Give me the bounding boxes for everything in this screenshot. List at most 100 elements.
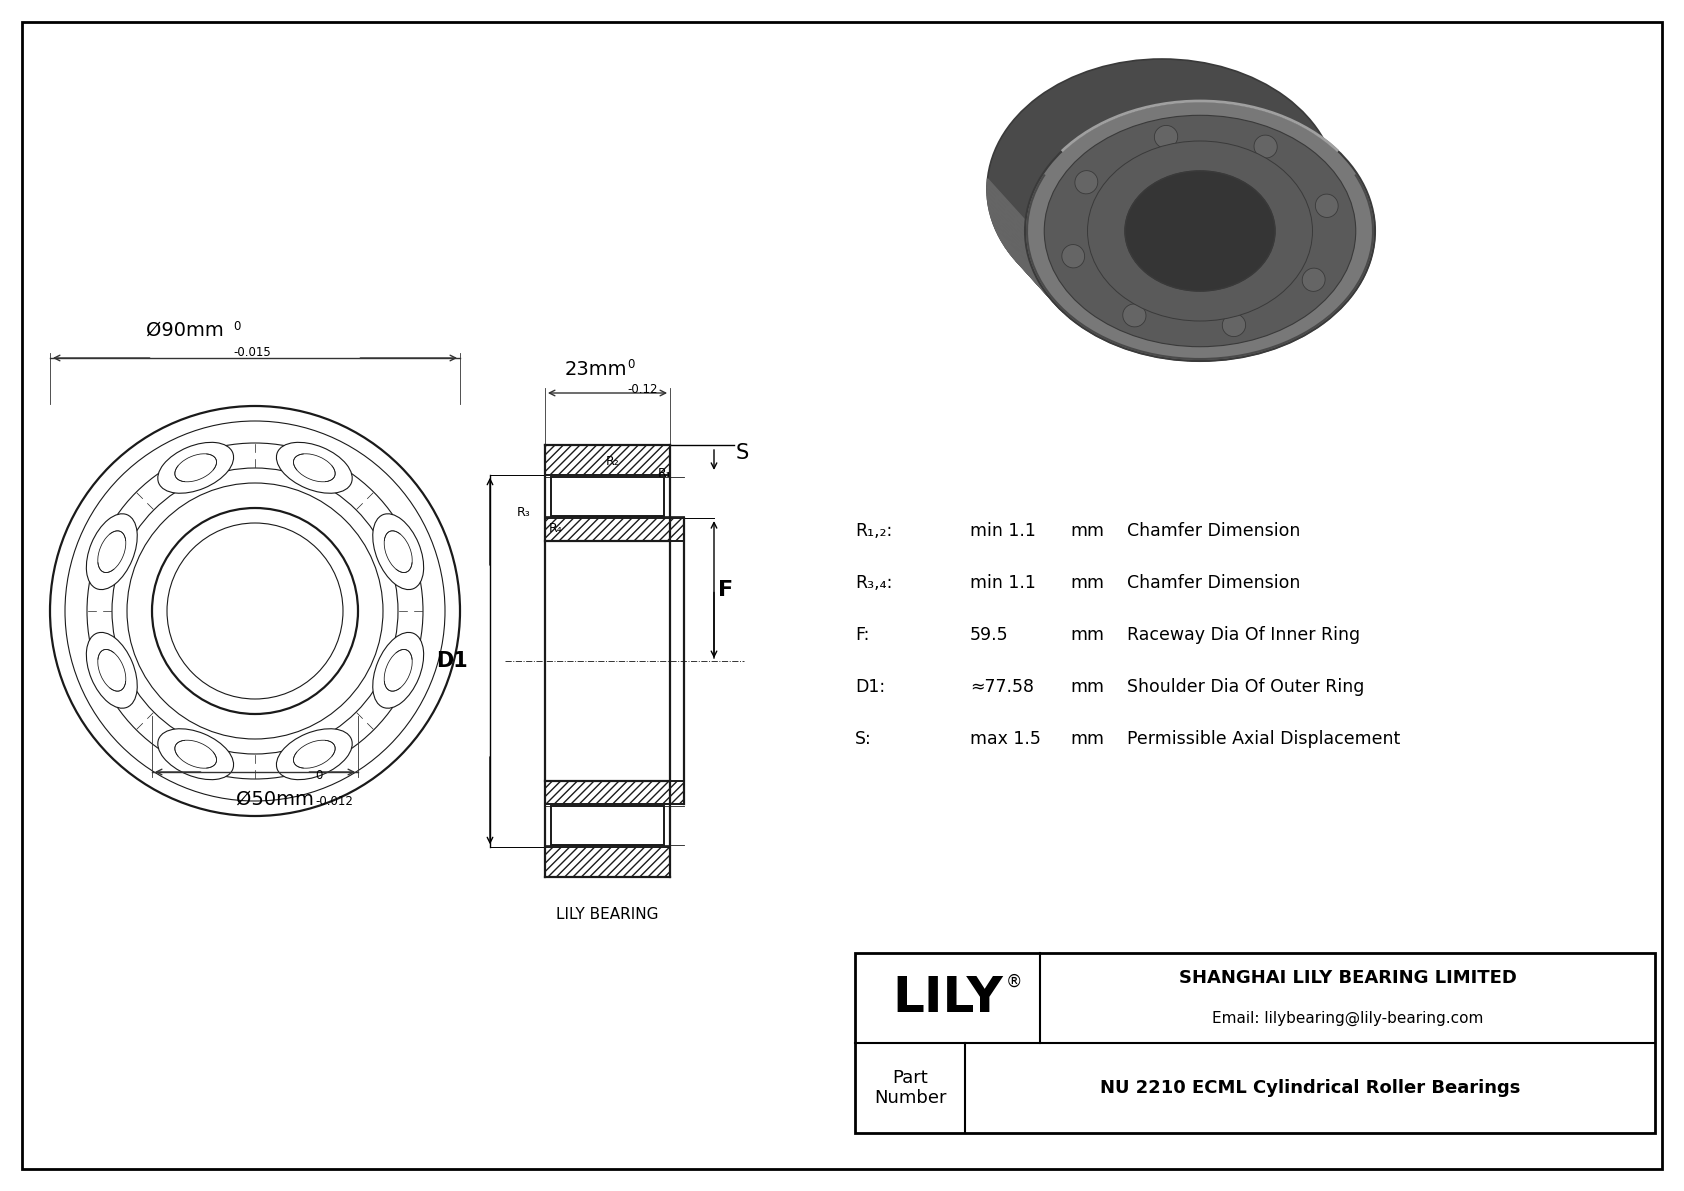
Polygon shape	[992, 219, 1031, 266]
Polygon shape	[1325, 233, 1364, 279]
Polygon shape	[1199, 316, 1243, 358]
Text: Ø90mm: Ø90mm	[147, 322, 224, 339]
Polygon shape	[1228, 160, 1266, 204]
Text: Chamfer Dimension: Chamfer Dimension	[1127, 522, 1300, 540]
Ellipse shape	[1091, 150, 1308, 312]
Polygon shape	[1234, 173, 1273, 216]
Polygon shape	[1106, 146, 1147, 191]
Polygon shape	[1052, 291, 1096, 336]
Polygon shape	[1041, 282, 1083, 328]
Polygon shape	[1335, 176, 1374, 223]
Polygon shape	[1180, 131, 1221, 173]
Text: LILY: LILY	[893, 974, 1004, 1022]
Text: 0: 0	[232, 320, 241, 333]
Polygon shape	[1229, 162, 1268, 205]
Polygon shape	[1273, 287, 1315, 331]
Polygon shape	[1091, 166, 1130, 210]
Polygon shape	[1226, 158, 1266, 202]
Polygon shape	[1125, 136, 1165, 179]
Polygon shape	[1307, 258, 1347, 305]
Polygon shape	[1143, 318, 1187, 361]
Polygon shape	[1238, 187, 1275, 231]
Polygon shape	[1204, 314, 1248, 357]
Polygon shape	[1212, 145, 1253, 188]
Bar	[546, 445, 670, 475]
Polygon shape	[1236, 177, 1275, 222]
Polygon shape	[1297, 269, 1337, 314]
Text: Part
Number: Part Number	[874, 1068, 946, 1108]
Text: mm: mm	[1069, 678, 1105, 696]
Polygon shape	[1058, 293, 1100, 338]
Polygon shape	[1088, 175, 1127, 219]
Ellipse shape	[987, 60, 1337, 319]
Polygon shape	[1330, 222, 1369, 268]
Polygon shape	[1268, 289, 1310, 335]
Polygon shape	[1207, 142, 1248, 185]
Text: R₃: R₃	[517, 506, 530, 519]
Polygon shape	[1155, 319, 1199, 361]
Polygon shape	[1241, 304, 1283, 347]
Polygon shape	[1133, 317, 1177, 360]
Polygon shape	[1088, 179, 1127, 223]
Polygon shape	[1170, 130, 1211, 172]
Polygon shape	[1204, 139, 1244, 182]
Text: mm: mm	[1069, 522, 1105, 540]
Polygon shape	[1236, 180, 1275, 224]
Ellipse shape	[1063, 244, 1084, 268]
Polygon shape	[1233, 169, 1271, 212]
Polygon shape	[1165, 129, 1206, 172]
Polygon shape	[1160, 319, 1204, 361]
Polygon shape	[1140, 131, 1180, 174]
Polygon shape	[1211, 144, 1251, 187]
Polygon shape	[1229, 163, 1268, 207]
Bar	[551, 476, 663, 516]
Ellipse shape	[372, 632, 424, 709]
Polygon shape	[1209, 143, 1250, 186]
Polygon shape	[1218, 149, 1258, 193]
Text: NU 2210 ECML Cylindrical Roller Bearings: NU 2210 ECML Cylindrical Roller Bearings	[1100, 1079, 1521, 1097]
Polygon shape	[1106, 312, 1150, 355]
Polygon shape	[1197, 136, 1238, 179]
Polygon shape	[1214, 146, 1255, 189]
Polygon shape	[1194, 135, 1234, 177]
Polygon shape	[1145, 130, 1186, 173]
Polygon shape	[1005, 247, 1046, 292]
Text: F:: F:	[855, 626, 869, 644]
Ellipse shape	[1123, 304, 1147, 326]
Polygon shape	[1066, 298, 1110, 342]
Polygon shape	[1337, 193, 1374, 239]
Polygon shape	[1337, 181, 1374, 227]
Polygon shape	[1209, 313, 1253, 356]
Polygon shape	[997, 231, 1036, 278]
Polygon shape	[1174, 130, 1214, 172]
Polygon shape	[999, 235, 1039, 281]
Polygon shape	[1290, 275, 1330, 320]
Polygon shape	[1071, 300, 1115, 344]
Ellipse shape	[1125, 172, 1275, 291]
Polygon shape	[1231, 167, 1270, 211]
Bar	[546, 847, 670, 877]
Ellipse shape	[1154, 125, 1177, 148]
Polygon shape	[1122, 316, 1165, 358]
Bar	[546, 518, 670, 541]
Ellipse shape	[1255, 135, 1276, 158]
Polygon shape	[1128, 317, 1170, 360]
Text: R₃,₄:: R₃,₄:	[855, 574, 893, 592]
Polygon shape	[1101, 311, 1145, 354]
Polygon shape	[1172, 318, 1216, 361]
Text: R₁,₂:: R₁,₂:	[855, 522, 893, 540]
Polygon shape	[1327, 230, 1366, 275]
Polygon shape	[1169, 130, 1209, 172]
Polygon shape	[1029, 274, 1071, 319]
Text: 59.5: 59.5	[970, 626, 1009, 644]
Polygon shape	[1219, 150, 1260, 194]
Text: -0.015: -0.015	[232, 347, 271, 358]
Text: R₁: R₁	[658, 467, 672, 480]
Text: max 1.5: max 1.5	[970, 730, 1041, 748]
Bar	[670, 518, 684, 541]
Polygon shape	[1332, 213, 1372, 260]
Polygon shape	[1335, 173, 1374, 219]
Polygon shape	[990, 212, 1029, 257]
Ellipse shape	[276, 442, 352, 493]
Polygon shape	[1335, 201, 1374, 248]
